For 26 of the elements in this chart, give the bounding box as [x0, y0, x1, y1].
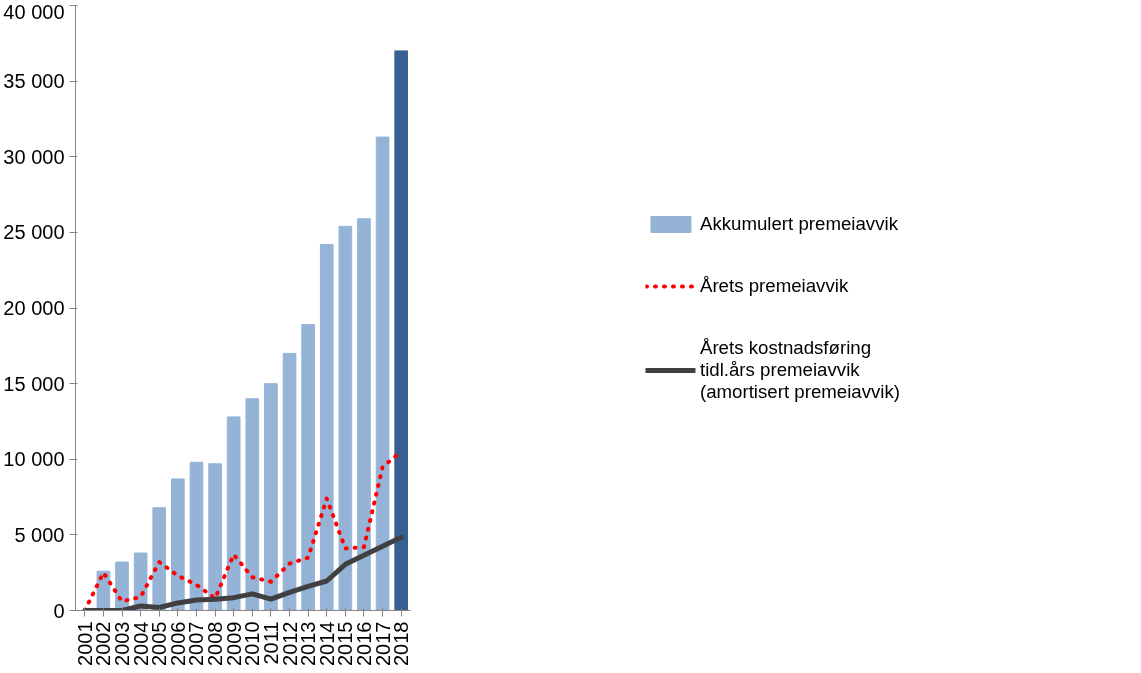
bar [171, 478, 185, 611]
bar [394, 50, 409, 611]
bar [264, 383, 278, 611]
bar [189, 461, 204, 611]
y-tick-label: 10 000 [3, 448, 65, 471]
legend-label: Akkumulert premeiavvik [699, 212, 898, 235]
bar [226, 416, 241, 611]
bar [245, 398, 260, 611]
y-tick-label: 15 000 [3, 372, 65, 395]
y-tick-label: 20 000 [3, 297, 65, 319]
y-tick-label: 30 000 [3, 145, 65, 168]
y-tick-label: 40 000 [3, 0, 65, 23]
bar [375, 136, 390, 611]
bar [208, 463, 222, 611]
legend-label: Årets premeiavvik [699, 274, 849, 297]
bar [338, 225, 353, 611]
legend-label: Årets kostnadsføring tidl.års premeiavvik (amortisert premeiavvik) [699, 336, 901, 403]
bar [152, 507, 167, 611]
y-tick-label: 0 [53, 599, 65, 622]
bar [319, 243, 334, 611]
bar [301, 324, 315, 611]
y-tick-label: 35 000 [3, 70, 65, 93]
y-tick-label: 5 000 [14, 523, 65, 546]
bar [357, 218, 371, 611]
y-tick-label: 25 000 [3, 221, 65, 244]
bar [282, 352, 297, 611]
